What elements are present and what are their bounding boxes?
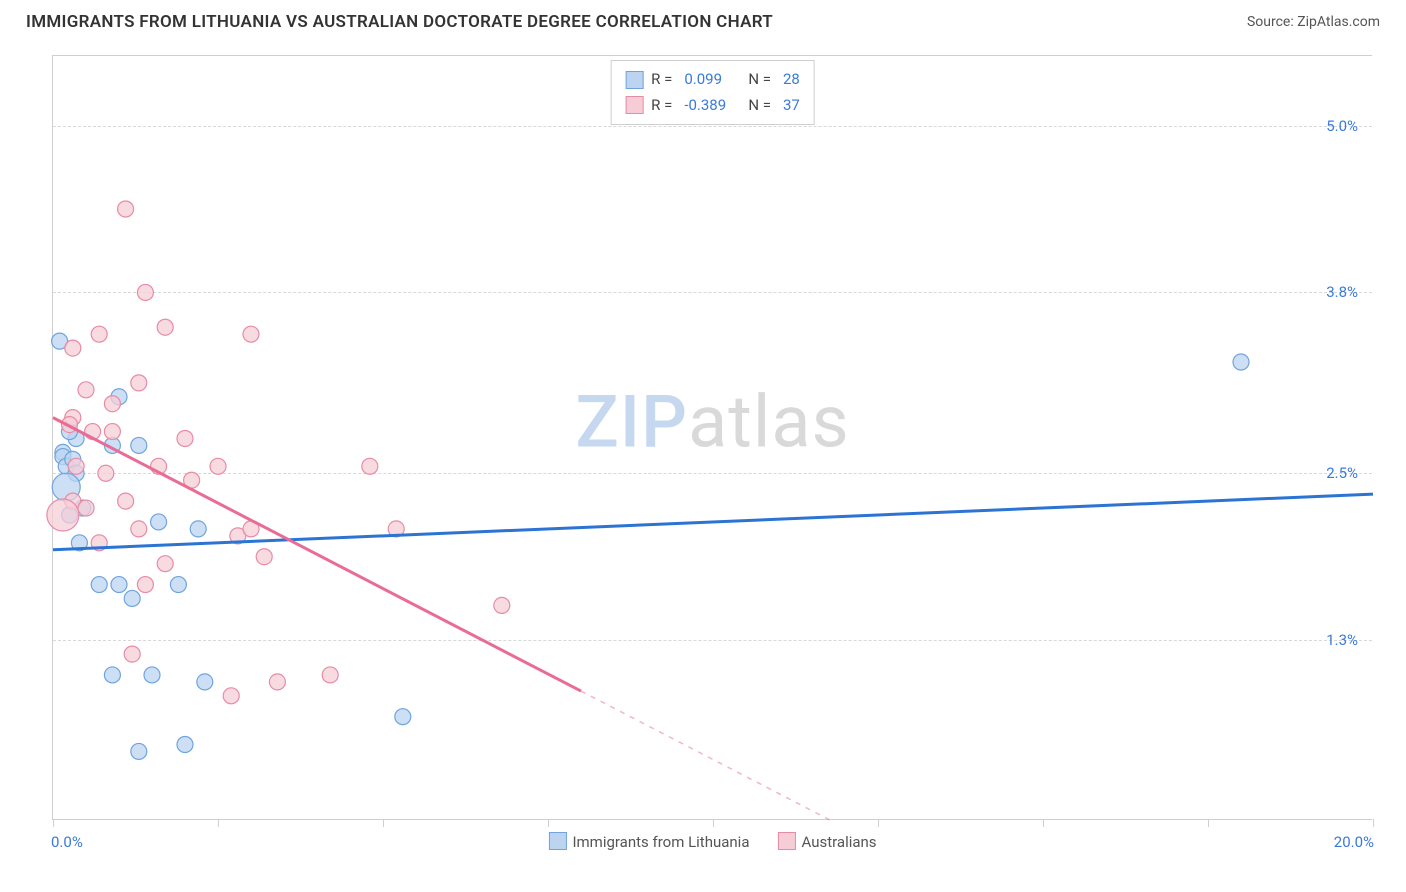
scatter-point-australians <box>118 201 134 217</box>
scatter-point-australians <box>65 340 81 356</box>
y-tick-label: 1.3% <box>1326 631 1358 649</box>
x-axis-max-label: 20.0% <box>1334 833 1374 851</box>
scatter-point-australians <box>78 382 94 398</box>
scatter-point-lithuania <box>91 577 107 593</box>
scatter-point-australians <box>104 396 120 412</box>
scatter-point-australians <box>210 458 226 474</box>
legend-r-value: -0.389 <box>684 93 740 119</box>
legend-swatch <box>548 832 566 850</box>
legend-item-lithuania: Immigrants from Lithuania <box>548 832 749 851</box>
scatter-point-australians <box>131 375 147 391</box>
legend-swatch <box>778 832 796 850</box>
scatter-point-australians <box>243 326 259 342</box>
scatter-plot <box>53 56 1372 819</box>
legend-n-value: 37 <box>783 93 800 119</box>
x-tick <box>383 819 384 827</box>
legend-n-label: N = <box>748 67 771 93</box>
legend-row-australians: R = -0.389 N = 37 <box>625 93 800 119</box>
scatter-point-australians <box>124 646 140 662</box>
x-tick <box>53 819 54 827</box>
x-tick <box>218 819 219 827</box>
legend-swatch <box>625 71 643 89</box>
legend-correlation: R = 0.099 N = 28 R = -0.389 N = 37 <box>610 60 815 125</box>
scatter-point-lithuania <box>124 590 140 606</box>
x-tick <box>1208 819 1209 827</box>
scatter-point-australians <box>131 521 147 537</box>
scatter-point-lithuania <box>190 521 206 537</box>
scatter-point-lithuania <box>197 674 213 690</box>
legend-row-lithuania: R = 0.099 N = 28 <box>625 67 800 93</box>
scatter-point-australians <box>256 549 272 565</box>
scatter-point-lithuania <box>144 667 160 683</box>
plot-area: ZIPatlas R =0.099N =28R =-0.389N =37 0.0… <box>52 55 1372 820</box>
scatter-point-australians <box>157 319 173 335</box>
scatter-point-australians <box>78 500 94 516</box>
scatter-point-australians <box>118 493 134 509</box>
scatter-point-lithuania <box>1233 354 1249 370</box>
y-tick-label: 3.8% <box>1326 283 1358 301</box>
scatter-point-australians <box>104 424 120 440</box>
scatter-point-australians <box>269 674 285 690</box>
scatter-point-australians <box>98 465 114 481</box>
scatter-point-lithuania <box>131 743 147 759</box>
legend-r-label: R = <box>651 93 672 119</box>
scatter-point-australians <box>157 556 173 572</box>
chart-source: Source: ZipAtlas.com <box>1247 14 1380 30</box>
legend-label: Australians <box>802 833 877 851</box>
scatter-point-lithuania <box>151 514 167 530</box>
scatter-point-lithuania <box>104 667 120 683</box>
scatter-point-lithuania <box>177 737 193 753</box>
x-tick <box>1373 819 1374 827</box>
x-tick <box>548 819 549 827</box>
scatter-point-australians <box>362 458 378 474</box>
scatter-point-lithuania <box>395 709 411 725</box>
trend-line-australians-dashed <box>581 691 832 821</box>
scatter-point-australians <box>68 458 84 474</box>
y-tick-label: 5.0% <box>1326 117 1358 135</box>
scatter-point-australians <box>494 597 510 613</box>
legend-series: Immigrants from Lithuania Australians <box>548 832 876 851</box>
scatter-point-lithuania <box>111 577 127 593</box>
scatter-point-australians <box>47 499 79 531</box>
legend-r-label: R = <box>651 67 672 93</box>
scatter-point-australians <box>137 577 153 593</box>
legend-r-value: 0.099 <box>684 67 740 93</box>
legend-n-label: N = <box>748 93 771 119</box>
legend-label: Immigrants from Lithuania <box>572 833 749 851</box>
y-tick-label: 2.5% <box>1326 464 1358 482</box>
x-tick <box>713 819 714 827</box>
legend-n-value: 28 <box>783 67 800 93</box>
x-tick <box>878 819 879 827</box>
scatter-point-australians <box>322 667 338 683</box>
legend-item-australians: Australians <box>778 832 877 851</box>
scatter-point-australians <box>137 284 153 300</box>
chart-title: IMMIGRANTS FROM LITHUANIA VS AUSTRALIAN … <box>26 12 773 32</box>
scatter-point-australians <box>223 688 239 704</box>
scatter-point-lithuania <box>170 577 186 593</box>
x-tick <box>1043 819 1044 827</box>
legend-swatch <box>625 96 643 114</box>
scatter-point-lithuania <box>131 437 147 453</box>
scatter-point-australians <box>177 431 193 447</box>
x-axis-min-label: 0.0% <box>51 833 83 851</box>
scatter-point-australians <box>91 326 107 342</box>
